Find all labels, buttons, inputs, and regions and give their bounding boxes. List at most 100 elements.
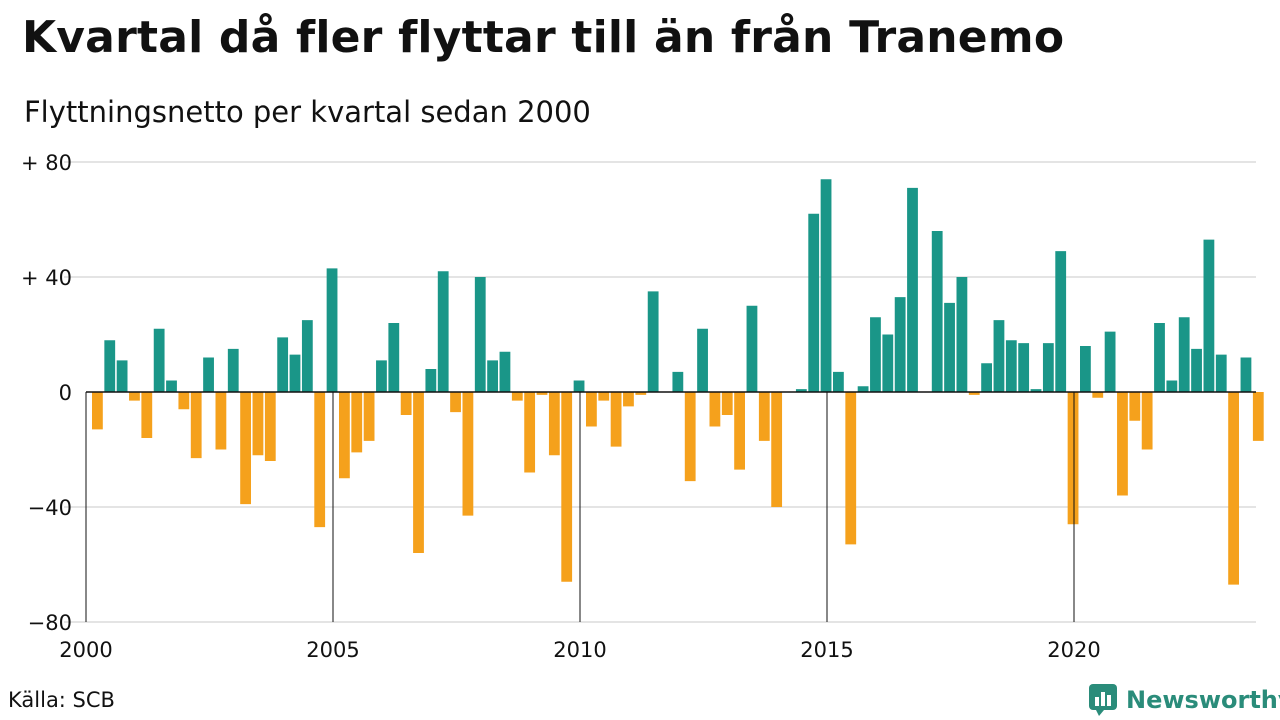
bars [92,179,1264,585]
bar [746,305,758,392]
bar [1129,392,1141,421]
bar [264,392,276,461]
bar [1042,343,1054,393]
bar [511,392,523,401]
bar [857,386,869,392]
bar [301,320,313,393]
bar [907,187,918,393]
bar [116,360,128,393]
bar [610,392,622,447]
bar [931,231,943,392]
bar [215,392,227,450]
bar [956,277,968,392]
bar [289,354,301,393]
bar [734,392,745,470]
bar [252,392,264,456]
bar [339,392,350,479]
bar [1166,380,1178,392]
bar [1240,357,1252,392]
bar [141,392,153,438]
bar [623,392,634,407]
bar [647,291,659,393]
x-tick-label: 2005 [306,638,359,662]
bar [1104,331,1116,393]
bar [1252,392,1264,441]
bar [1178,317,1190,392]
bar [672,371,684,393]
bar [388,323,400,392]
y-tick-label: 0 [59,381,72,405]
bar [1191,348,1202,393]
bar [227,348,239,393]
bar [376,360,387,393]
brand-name: Newsworthy [1126,686,1280,714]
bar [1055,251,1067,393]
bar [487,360,498,393]
bar [820,179,832,392]
x-tick-label: 2020 [1047,638,1100,662]
bar [697,328,708,392]
y-tick-label: + 80 [21,151,72,175]
bar [314,392,326,528]
bar [882,334,894,392]
bar [277,337,289,393]
bar [1228,392,1239,585]
bar [561,392,573,582]
brand-logo[interactable]: Newsworthy [1088,683,1280,717]
bar [104,340,116,392]
bar [240,392,251,505]
bar [178,392,190,410]
bar [1018,343,1030,393]
bar [684,392,696,482]
bar [1154,323,1165,392]
bar [758,392,770,441]
bar [586,392,597,427]
bar [450,392,461,413]
bar [425,369,437,392]
bar [153,328,165,392]
bar [721,392,733,415]
bar [129,392,140,401]
bar [709,392,721,427]
bar [92,392,103,430]
x-axis-ticks: 2000 2005 2010 2015 2020 [59,392,1101,662]
bar [1067,392,1079,525]
bar [771,392,783,507]
bar [944,302,955,393]
bar [1092,392,1104,398]
bar [1005,340,1017,392]
chart-subtitle: Flyttningsnetto per kvartal sedan 2000 [24,95,591,129]
bar [536,392,548,395]
bar [598,392,610,401]
bar [808,213,820,392]
bar [499,351,511,392]
y-tick-label: + 40 [21,266,72,290]
bar [413,392,424,553]
bar [894,297,906,393]
x-tick-label: 2010 [553,638,606,662]
newsworthy-logo-icon [1089,684,1117,716]
x-tick-label: 2015 [800,638,853,662]
bar [981,363,992,392]
bar [968,392,980,395]
bar [203,357,214,392]
bar [845,392,857,545]
bar [1203,239,1215,393]
y-tick-label: −40 [28,496,72,520]
bar [166,380,177,392]
bar [1141,392,1153,450]
chart-title: Kvartal då fler flyttar till än från Tra… [22,12,1065,63]
source-note: Källa: SCB [8,688,115,712]
bar [635,392,647,395]
bar [363,392,375,441]
x-tick-label: 2000 [59,638,112,662]
bar [1030,389,1042,393]
bar [351,392,363,453]
bar [833,371,844,393]
bar [1215,354,1227,393]
bar [326,268,338,393]
bar [548,392,560,456]
bar [573,380,585,392]
y-tick-label: −80 [28,611,72,635]
bar [870,317,881,392]
